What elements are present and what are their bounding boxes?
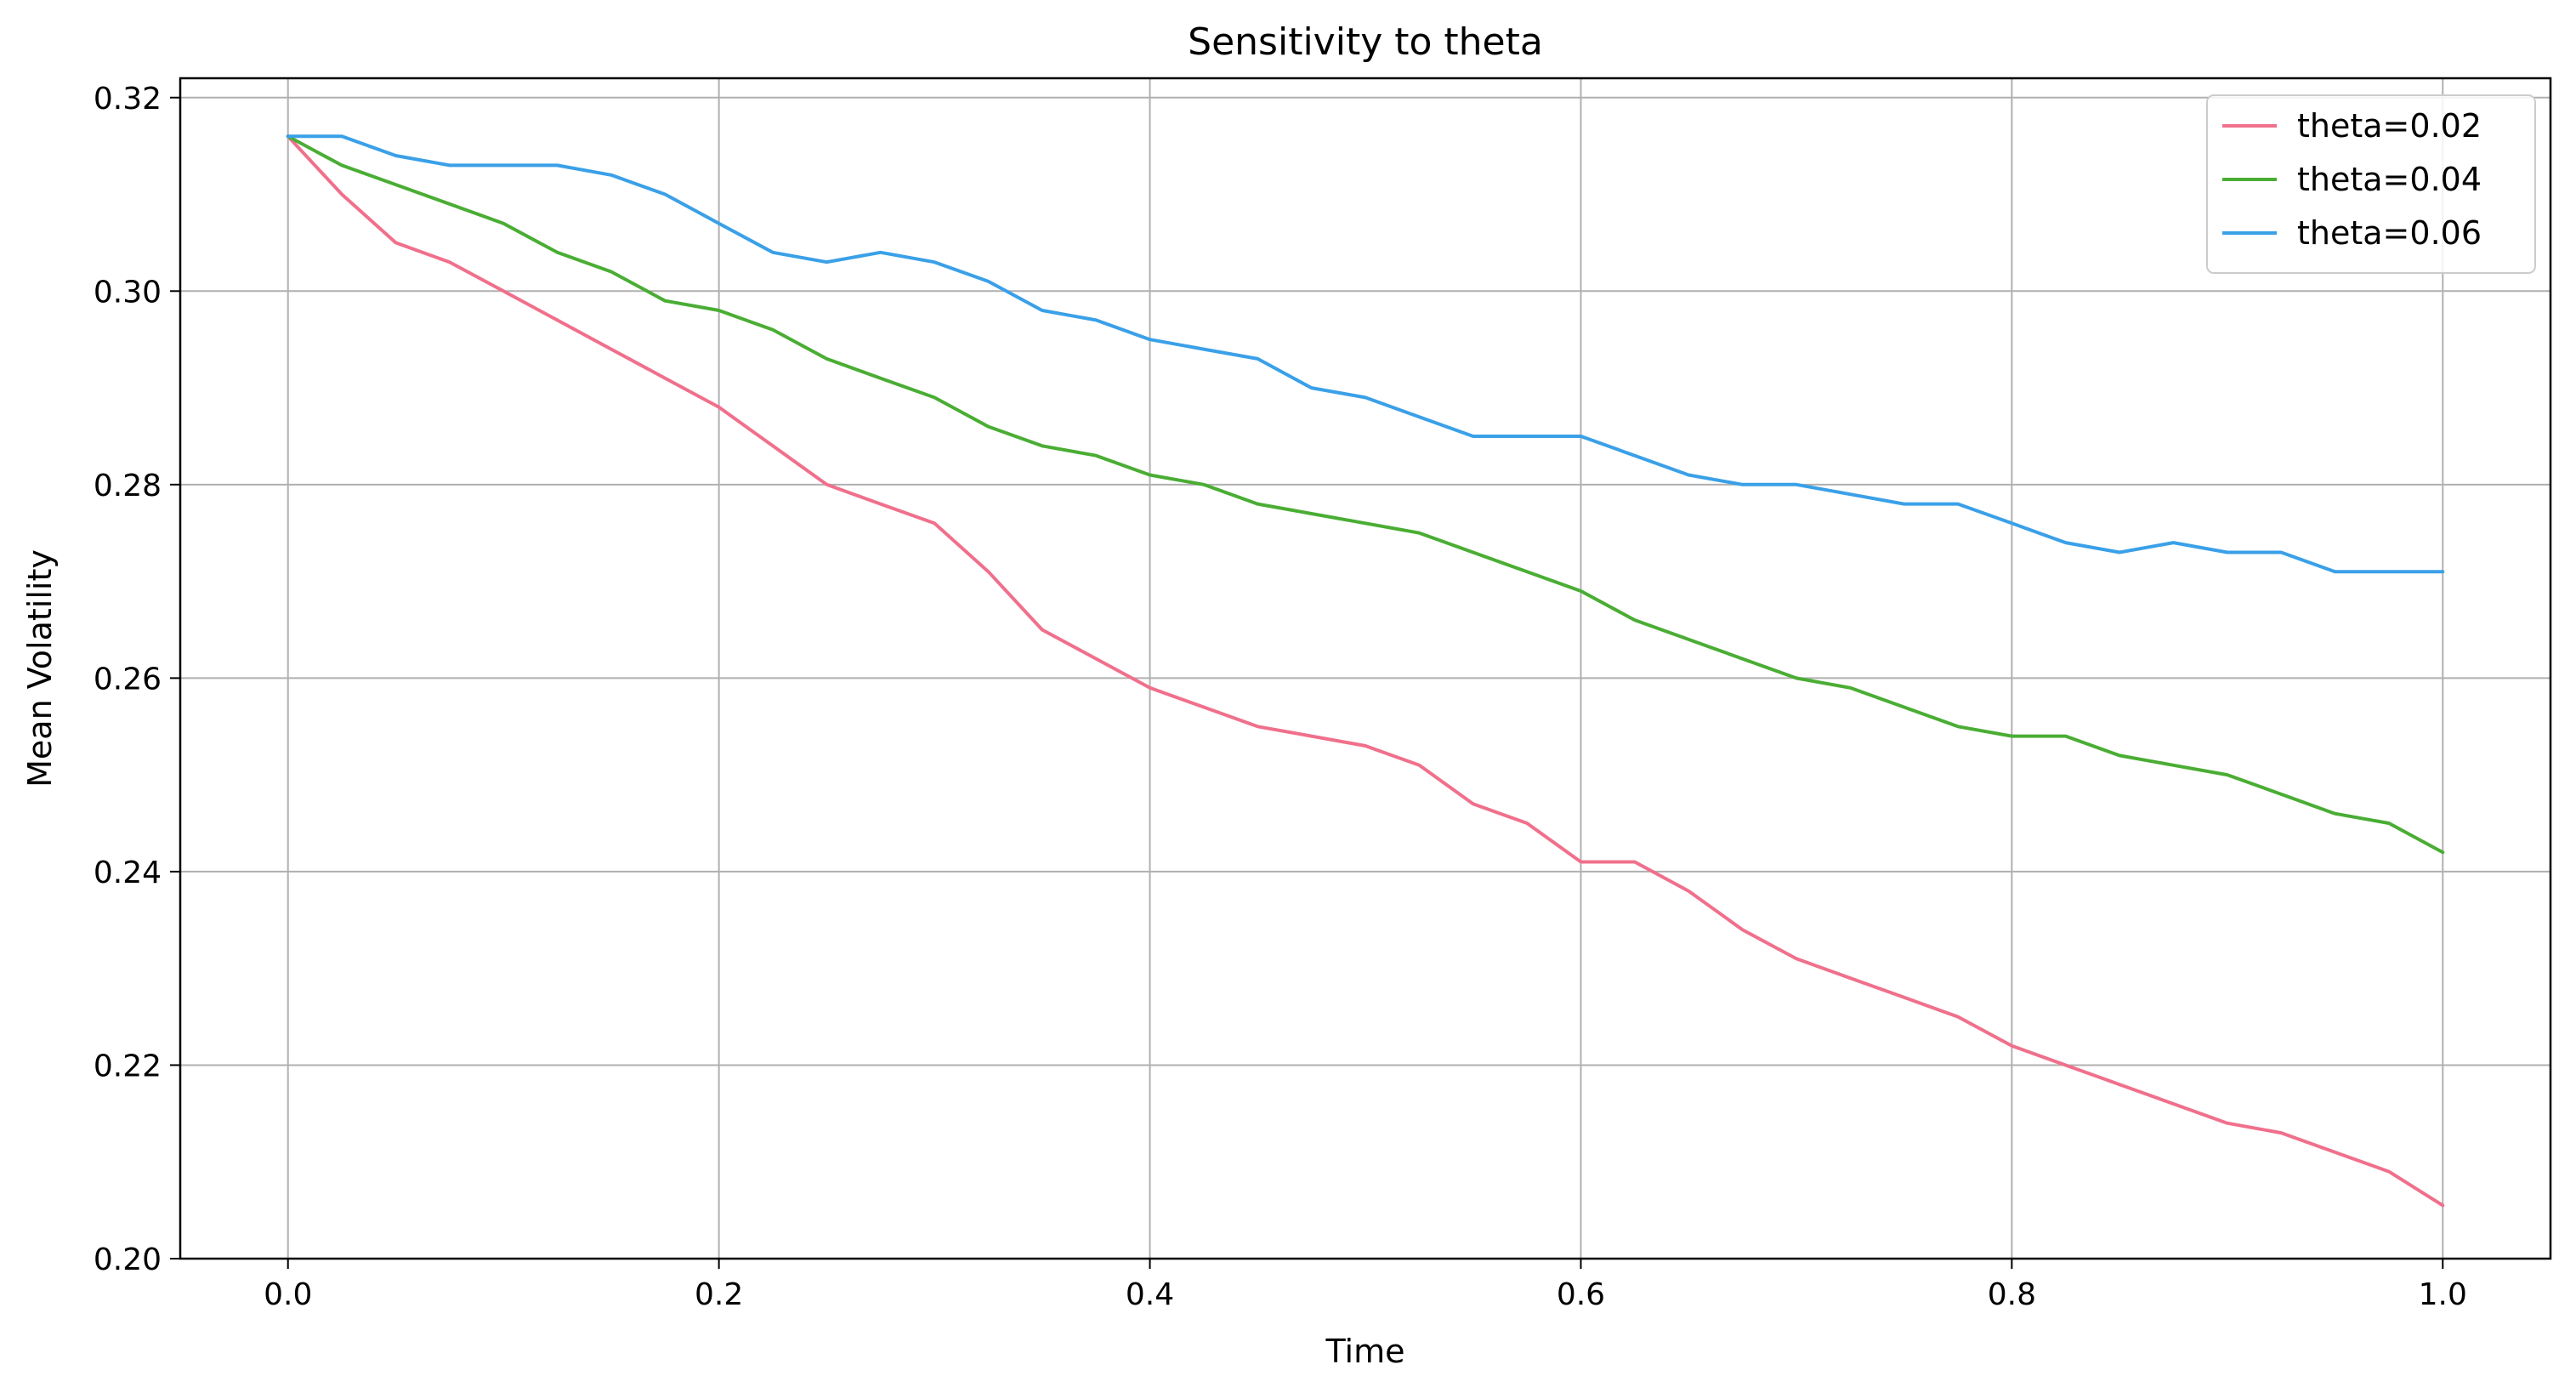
legend-label: theta=0.06: [2297, 214, 2482, 252]
y-tick-label: 0.30: [94, 275, 162, 310]
x-axis-label: Time: [1325, 1333, 1405, 1370]
legend-label: theta=0.04: [2297, 161, 2482, 198]
y-tick-label: 0.26: [94, 662, 162, 696]
x-tick-label: 0.8: [1988, 1277, 2036, 1312]
x-tick-label: 0.0: [264, 1277, 312, 1312]
plot-frame: [179, 77, 2552, 1260]
y-axis-label: Mean Volatility: [21, 549, 59, 787]
y-tick-label: 0.32: [94, 82, 162, 117]
y-tick-label: 0.28: [94, 469, 162, 503]
legend-box: [2206, 94, 2536, 274]
x-tick-label: 1.0: [2419, 1277, 2467, 1312]
series-line-3: [286, 134, 2445, 574]
legend: theta=0.02 theta=0.04 theta=0.06: [2206, 94, 2536, 274]
series-line-1: [286, 134, 2445, 1208]
x-tick-label: 0.4: [1126, 1277, 1174, 1312]
y-tick-label: 0.24: [94, 856, 162, 890]
chart-title: Sensitivity to theta: [1188, 20, 1543, 64]
legend-label: theta=0.02: [2297, 107, 2482, 145]
series-line-2: [286, 134, 2445, 855]
grid-lines: [180, 78, 2550, 1259]
y-tick-label: 0.20: [94, 1242, 162, 1277]
x-tick-label: 0.2: [695, 1277, 743, 1312]
data-series: [286, 134, 2445, 1208]
axis-ticks: 0.0 0.2 0.4 0.6 0.8 1.0 0.20 0.22 0.24 0.26 0.28 0.…: [94, 82, 2467, 1312]
x-tick-label: 0.6: [1557, 1277, 1605, 1312]
y-tick-label: 0.22: [94, 1049, 162, 1083]
